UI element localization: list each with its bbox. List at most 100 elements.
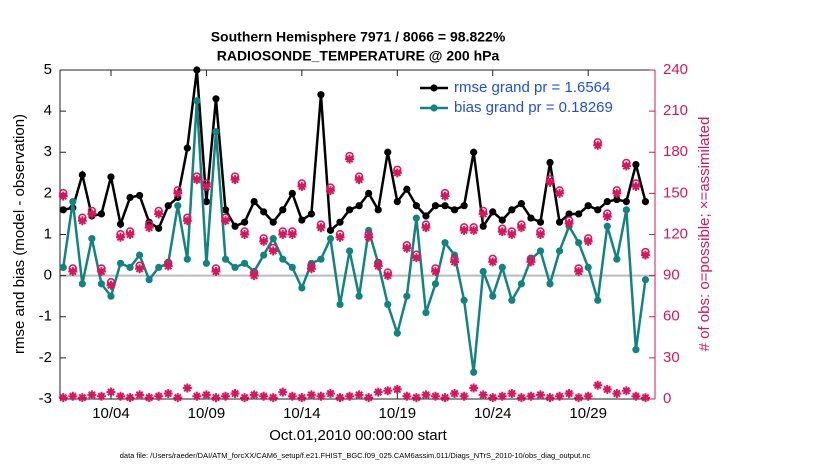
point	[412, 214, 420, 222]
obs-marker	[287, 227, 297, 239]
x-tick-label: 10/04	[92, 405, 130, 422]
marker-star	[116, 232, 126, 242]
point	[575, 239, 583, 247]
point	[78, 280, 86, 288]
marker-star	[450, 389, 460, 399]
marker-star	[621, 386, 631, 396]
y-tick-label: 5	[44, 61, 52, 78]
point	[555, 247, 564, 255]
y2-tick-label: 90	[663, 267, 680, 284]
point	[594, 296, 602, 304]
point	[527, 214, 535, 222]
point	[97, 210, 106, 218]
obs-marker	[526, 254, 536, 267]
obs-marker	[430, 391, 440, 401]
obs-marker	[593, 380, 603, 390]
y2-tick-label: 150	[663, 184, 688, 201]
obs-marker	[116, 229, 126, 242]
point	[431, 280, 440, 288]
marker-star	[325, 186, 335, 196]
point	[470, 368, 478, 376]
marker-star	[211, 267, 221, 277]
obs-marker	[383, 268, 393, 281]
marker-star	[488, 257, 498, 267]
obs-marker	[535, 390, 545, 400]
obs-marker	[135, 261, 145, 274]
marker-star	[306, 390, 316, 400]
obs-marker	[278, 227, 288, 239]
obs-marker	[297, 393, 307, 403]
obs-marker	[621, 386, 631, 396]
obs-marker	[631, 179, 641, 192]
marker-star	[593, 140, 603, 150]
obs-marker	[440, 188, 450, 201]
marker-star	[411, 253, 421, 263]
point	[575, 210, 583, 218]
obs-marker	[574, 264, 584, 277]
obs-marker	[201, 179, 211, 192]
marker-star	[631, 391, 641, 401]
marker-star	[574, 267, 584, 277]
marker-star	[192, 175, 202, 185]
marker-star	[125, 393, 135, 403]
obs-marker	[478, 390, 488, 400]
marker-star	[201, 182, 211, 192]
point	[59, 263, 67, 271]
point	[231, 222, 239, 230]
obs-marker	[354, 390, 364, 400]
point	[326, 226, 335, 234]
marker-star	[497, 391, 507, 401]
marker-star	[478, 209, 488, 219]
point	[155, 263, 163, 271]
y-tick-label: 0	[44, 267, 52, 284]
point	[508, 206, 516, 214]
marker-star	[421, 390, 431, 400]
y2-tick-label: 0	[663, 390, 671, 407]
obs-marker	[450, 254, 460, 267]
obs-marker	[221, 213, 230, 226]
point	[355, 292, 363, 300]
point	[613, 255, 621, 263]
marker-star	[249, 271, 259, 281]
marker-star	[135, 390, 145, 400]
marker-star	[106, 280, 116, 290]
y-axis-label: rmse and bias (model - observation)	[11, 114, 28, 354]
obs-marker	[182, 213, 192, 226]
marker-star	[535, 390, 545, 400]
marker-star	[545, 393, 555, 403]
obs-marker	[459, 223, 469, 235]
marker-star	[526, 391, 536, 401]
x-axis-label: Oct.01,2010 00:00:00 start	[269, 427, 447, 444]
point	[164, 202, 172, 210]
marker-star	[116, 391, 126, 401]
obs-marker	[230, 389, 240, 399]
point	[374, 206, 382, 214]
marker-star	[268, 246, 278, 256]
point	[88, 235, 96, 243]
obs-marker	[507, 389, 517, 399]
marker-star	[125, 230, 135, 239]
marker-star	[287, 230, 297, 239]
y-tick-label: 1	[44, 225, 52, 242]
point	[555, 218, 564, 226]
point	[470, 148, 478, 156]
marker-star	[392, 384, 402, 394]
marker-star	[68, 391, 78, 401]
obs-marker	[469, 223, 479, 235]
obs-marker	[469, 383, 479, 393]
point	[317, 91, 325, 99]
point	[183, 255, 191, 263]
marker-star	[440, 191, 450, 201]
point	[498, 263, 506, 271]
point	[584, 263, 592, 271]
point	[250, 198, 258, 206]
point	[622, 206, 630, 214]
marker-star	[507, 389, 517, 399]
obs-marker	[125, 393, 135, 403]
point	[584, 202, 592, 210]
marker-star	[77, 216, 87, 226]
obs-marker	[240, 227, 250, 239]
marker-star	[287, 391, 297, 401]
marker-star	[440, 393, 450, 403]
point	[307, 259, 316, 267]
